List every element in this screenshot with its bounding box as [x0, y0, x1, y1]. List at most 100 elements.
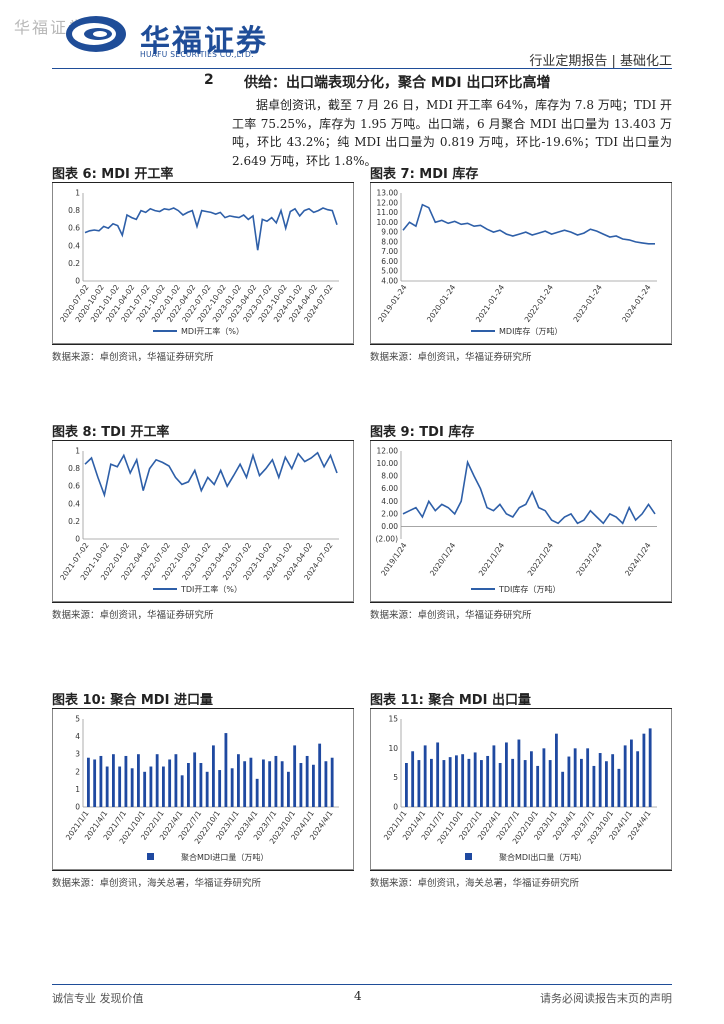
bar [623, 745, 627, 807]
x-tick-label: 2023/1/24 [574, 541, 604, 578]
y-tick-label: 0.2 [68, 259, 80, 268]
y-tick-label: 13.00 [377, 189, 399, 198]
x-tick-label: 2022-01-24 [523, 283, 556, 324]
bar [205, 771, 209, 807]
chart-source: 数据来源：卓创资讯，华福证券研究所 [370, 602, 672, 621]
bar [567, 756, 571, 807]
chart-title: 图表 7: MDI 库存 [370, 163, 672, 183]
bar [87, 757, 90, 807]
y-tick-label: 6.00 [381, 484, 398, 493]
y-tick-label: 0.6 [68, 224, 80, 233]
bar [405, 763, 408, 807]
bar [99, 755, 103, 807]
header-divider [52, 68, 672, 69]
y-tick-label: 12.00 [377, 198, 399, 207]
legend-swatch-icon [147, 853, 154, 860]
chart-svg: 13.0012.0011.0010.009.008.007.006.005.00… [376, 189, 657, 336]
bar [287, 771, 290, 807]
bar [93, 759, 97, 807]
bar [280, 761, 284, 807]
y-tick-label: 0.6 [68, 482, 80, 491]
bar [268, 761, 272, 807]
bar [480, 760, 483, 807]
chart-title: 图表 6: MDI 开工率 [52, 163, 354, 183]
y-tick-label: 15 [388, 715, 398, 724]
bar [442, 760, 446, 807]
bar [168, 759, 172, 807]
page-number: 4 [354, 989, 362, 1003]
legend-label: 聚合MDI进口量（万吨） [181, 852, 268, 862]
bar [492, 745, 496, 807]
chart-svg: 1510502021/1/12021/4/12021/7/12021/10/12… [382, 715, 657, 862]
bar [548, 760, 552, 807]
y-tick-label: 4.00 [381, 277, 398, 286]
bar [230, 768, 234, 807]
bar [561, 771, 565, 807]
bar [448, 757, 452, 807]
bar [243, 761, 247, 807]
bar [105, 766, 109, 807]
bar [536, 765, 540, 807]
legend-label: TDI开工率（%） [180, 584, 242, 594]
bar [461, 754, 465, 807]
bar [642, 733, 646, 807]
brand-name: 华福证券 [140, 24, 268, 59]
y-tick-label: 0.00 [381, 522, 398, 531]
bar [530, 751, 533, 807]
y-tick-label: 10.00 [377, 218, 399, 227]
bar [162, 766, 165, 807]
bar [511, 758, 515, 807]
series-line [84, 451, 338, 498]
y-tick-label: 0.2 [68, 517, 80, 526]
section-paragraph: 据卓创资讯，截至 7 月 26 日，MDI 开工率 64%，库存为 7.8 万吨… [232, 98, 673, 168]
chart-panel-mdi-import: 图表 10: 聚合 MDI 进口量 5 4 3 2 1 0 2021/1/1 2021/4/1… [52, 689, 354, 889]
bar [187, 763, 190, 807]
legend-label: MDI开工率（%） [181, 326, 244, 336]
y-tick-label: 7.00 [381, 247, 398, 256]
bar [324, 761, 328, 807]
footer-disclaimer: 请务必阅读报告末页的声明 [540, 992, 672, 1005]
company-logo-icon [66, 16, 126, 52]
x-tick-label: 2022/1/24 [526, 541, 556, 578]
y-tick-label: 0.4 [68, 499, 80, 508]
bar [149, 766, 153, 807]
chart-source: 数据来源：卓创资讯，华福证券研究所 [52, 344, 354, 363]
bar [523, 760, 527, 807]
series-line [402, 459, 656, 525]
y-tick-label: (2.00) [375, 535, 398, 544]
bar [330, 757, 334, 807]
y-tick-label: 0.8 [68, 464, 80, 473]
y-tick-label: 10 [388, 744, 398, 753]
x-tick-label: 2021/1/24 [477, 541, 507, 578]
bar [155, 754, 159, 807]
bar [274, 755, 278, 807]
chart-box: 13.00 12.00 11.00 10.00 9.00 8.00 7.00 6.00 5.00… [370, 183, 672, 344]
y-tick-label: 0 [393, 803, 398, 812]
bar [486, 755, 490, 807]
x-tick-label: 2019/1/24 [379, 541, 409, 578]
legend-label: MDI库存（万吨） [499, 326, 562, 336]
section-number: 2 [204, 72, 214, 88]
bar [180, 775, 184, 807]
bar [611, 754, 615, 807]
bar [174, 754, 178, 807]
x-tick-label: 2020/1/24 [428, 541, 458, 578]
chart-source: 数据来源：卓创资讯，海关总署，华福证券研究所 [52, 870, 354, 889]
chart-svg: 12.00 10.00 8.00 6.00 4.00 2.00 0.00 (2.00)2019… [375, 447, 657, 594]
bar [592, 765, 596, 807]
chart-title: 图表 8: TDI 开工率 [52, 421, 354, 441]
y-tick-label: 2 [75, 767, 80, 776]
y-tick-label: 1 [75, 189, 80, 198]
chart-svg: 10.80.60.40.202020-07-022020-10-022021-0… [58, 189, 339, 336]
chart-title: 图表 10: 聚合 MDI 进口量 [52, 689, 354, 709]
bar [605, 761, 608, 807]
chart-panel-mdi-export: 图表 11: 聚合 MDI 出口量 15 10 5 0 2021/1/1 2021/4/1… [370, 689, 672, 889]
y-tick-label: 4.00 [381, 497, 398, 506]
bar [505, 742, 508, 807]
bar [249, 757, 253, 807]
bar [617, 768, 621, 807]
bar [542, 748, 546, 807]
y-tick-label: 5.00 [381, 267, 398, 276]
report-type: 行业定期报告 | 基础化工 [529, 54, 672, 69]
bar [124, 755, 128, 807]
